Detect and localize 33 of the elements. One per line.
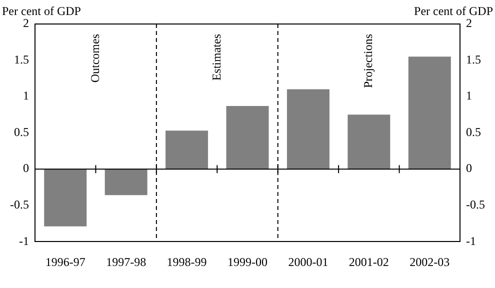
- y2-tick-label: -1: [466, 234, 476, 248]
- y-tick-label: 1: [22, 88, 29, 103]
- x-tick-label: 1997-98: [106, 254, 146, 269]
- y-tick-label: -0.5: [10, 197, 29, 212]
- annotation: Estimates: [209, 34, 224, 81]
- y2-tick-label: 2: [466, 16, 472, 30]
- y-axis-title: Per cent of GDP: [2, 4, 82, 18]
- annotation: Outcomes: [88, 34, 102, 83]
- bar: [104, 169, 148, 196]
- bar: [166, 130, 208, 170]
- x-tick-label: 2002-03: [410, 254, 450, 269]
- y-tick-label: 1.5: [14, 52, 29, 66]
- x-tick-label: 1999-00: [228, 254, 268, 269]
- x-tick-label: 2001-02: [348, 254, 389, 269]
- bar: [348, 114, 390, 170]
- y2-tick-label: -0.5: [466, 197, 486, 212]
- y-tick-label: 0: [22, 161, 29, 176]
- y-tick-label: -1: [18, 234, 29, 248]
- x-tick-label: 2000-01: [288, 254, 328, 269]
- y2-tick-label: 1.5: [466, 52, 482, 66]
- x-tick-label: 1998-99: [166, 254, 207, 269]
- y2-tick-label: 0.5: [466, 124, 482, 139]
- bar: [286, 89, 330, 170]
- y-tick-label: 0.5: [14, 124, 29, 139]
- y2-tick-label: 0: [466, 161, 472, 176]
- y-tick-label: 2: [22, 16, 29, 30]
- y2-tick-label: 1: [466, 88, 472, 103]
- bar: [408, 56, 451, 170]
- x-tick-label: 1996-97: [45, 254, 86, 269]
- bar: [226, 106, 269, 170]
- annotation: Projections: [361, 34, 376, 88]
- y2-axis-title: Per cent of GDP: [414, 4, 494, 18]
- bar: [44, 169, 87, 226]
